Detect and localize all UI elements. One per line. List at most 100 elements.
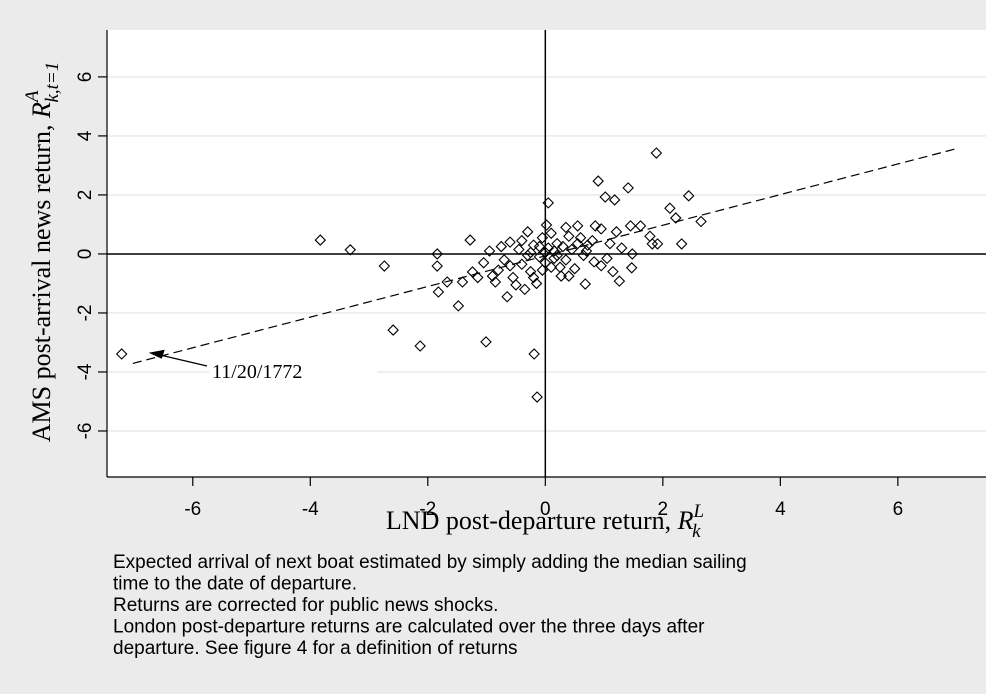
point: [563, 270, 575, 282]
point: [669, 212, 682, 224]
y-label-symbol: R: [27, 102, 56, 119]
y-label-sup: A: [22, 90, 43, 104]
x-axis-label: LND post-departure return, RL k: [386, 501, 704, 542]
point: [644, 230, 656, 243]
point: [548, 252, 560, 265]
point: [536, 264, 549, 276]
y-tick-label: 6: [75, 72, 96, 83]
point: [464, 234, 476, 246]
point: [483, 245, 496, 257]
point: [533, 240, 546, 253]
point: [571, 220, 584, 232]
point: [548, 245, 560, 257]
point: [577, 249, 590, 262]
point: [625, 262, 638, 274]
point: [601, 252, 613, 265]
annotation-arrow: [154, 353, 208, 367]
point: [504, 259, 516, 272]
point: [536, 231, 549, 244]
point: [599, 191, 612, 203]
point: [634, 220, 647, 232]
point: [563, 230, 575, 243]
x-tick-label: -2: [419, 499, 436, 520]
point: [477, 257, 490, 269]
point: [516, 234, 528, 247]
point: [560, 221, 572, 234]
point: [592, 175, 604, 187]
point: [675, 238, 688, 250]
x-tick-label: -6: [184, 499, 201, 520]
point: [607, 265, 619, 278]
point: [595, 259, 607, 272]
caption-line: departure. See figure 4 for a definition…: [113, 638, 518, 659]
point: [510, 279, 522, 291]
point: [516, 258, 528, 271]
point: [542, 197, 555, 209]
caption-line: time to the date of departure.: [113, 574, 357, 595]
point: [588, 256, 600, 268]
x-tick-label: 6: [893, 499, 904, 520]
caption-line: London post-departure returns are calcul…: [113, 617, 705, 638]
point: [610, 226, 623, 238]
annotation: 11/20/1772: [212, 361, 302, 383]
x-tick-label: -4: [302, 499, 319, 520]
point: [489, 276, 502, 288]
annotation-arrowhead: [148, 349, 165, 359]
point: [501, 290, 513, 303]
point: [431, 260, 443, 272]
point: [431, 248, 443, 260]
point: [551, 249, 563, 262]
x-tick-label: 2: [658, 499, 669, 520]
point: [378, 260, 391, 272]
point: [480, 336, 492, 348]
point: [571, 237, 584, 250]
point: [586, 234, 599, 247]
point: [498, 254, 510, 266]
point: [521, 226, 534, 238]
y-tick-label: -2: [75, 304, 96, 321]
y-tick-label: 4: [75, 130, 96, 141]
point: [608, 194, 621, 206]
x-tick-label: 0: [540, 499, 551, 520]
point: [565, 243, 578, 256]
point: [624, 220, 637, 232]
point: [492, 264, 505, 276]
x-label-symbol: R: [677, 506, 694, 535]
point: [524, 246, 537, 259]
point: [504, 236, 516, 248]
point: [115, 348, 128, 360]
y-tick-label: -4: [75, 363, 96, 380]
point: [579, 278, 592, 290]
point: [613, 275, 626, 287]
point: [682, 190, 695, 202]
y-tick-label: 2: [75, 190, 96, 201]
fit-line: [132, 147, 960, 364]
x-label-sup: L: [693, 501, 705, 522]
point: [452, 300, 465, 312]
point: [344, 244, 357, 256]
point: [486, 270, 499, 282]
point: [528, 348, 540, 360]
point: [432, 286, 445, 298]
point: [595, 223, 607, 235]
point: [521, 249, 534, 262]
point: [414, 340, 426, 352]
point: [495, 240, 508, 253]
point: [581, 239, 594, 251]
point: [545, 227, 557, 240]
point: [513, 243, 525, 256]
point: [524, 265, 537, 278]
point: [441, 276, 453, 288]
point: [471, 271, 484, 284]
point: [622, 182, 634, 194]
x-tick-label: 4: [775, 499, 786, 520]
point: [527, 271, 540, 284]
y-label-sub: k,t=1: [42, 62, 63, 103]
point: [589, 220, 602, 232]
point: [695, 215, 707, 228]
point: [574, 231, 587, 244]
point: [555, 270, 567, 282]
x-label-sub: k: [692, 521, 701, 542]
point: [314, 234, 327, 246]
